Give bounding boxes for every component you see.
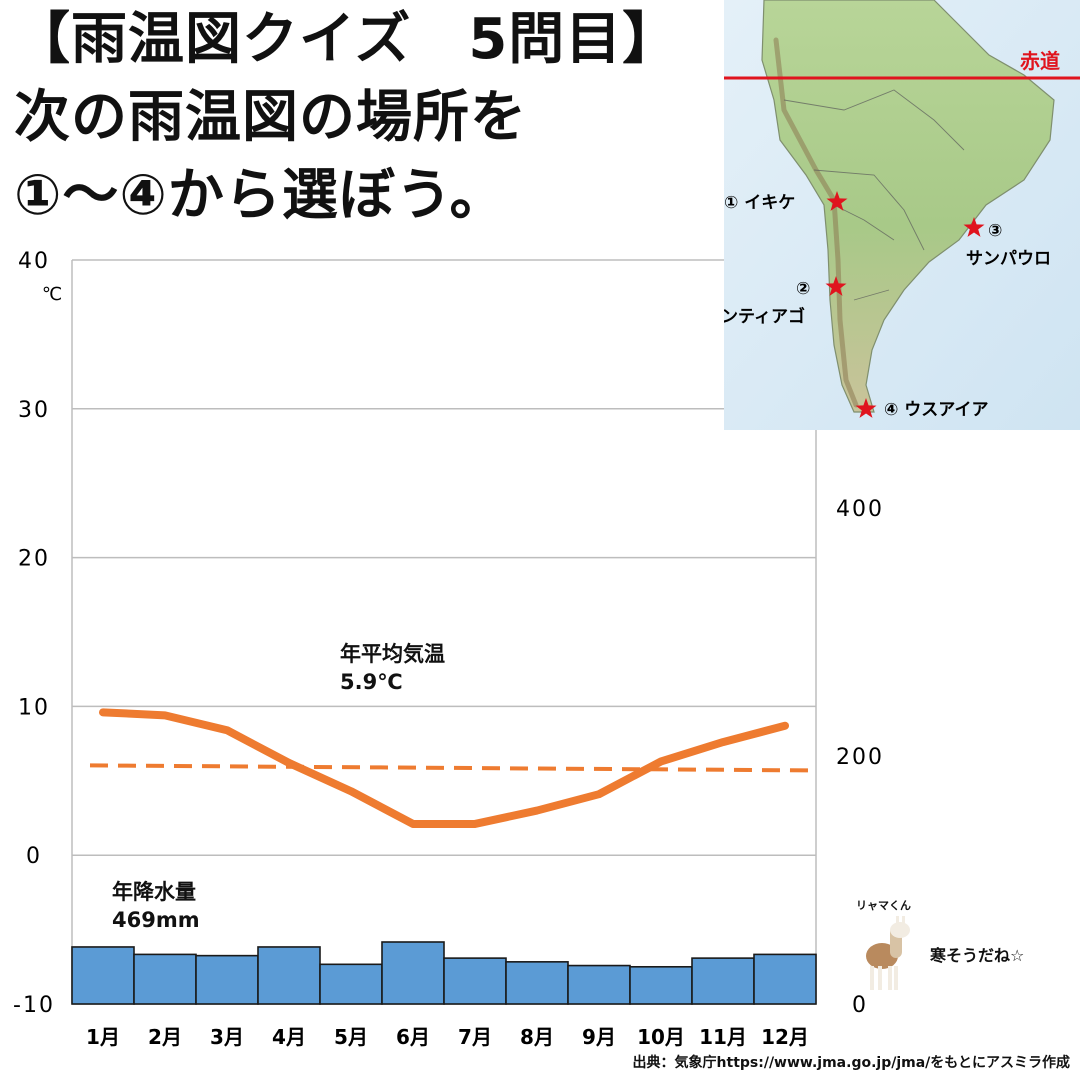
avg-temp-line (89, 763, 811, 773)
avg-temp-annotation: 年平均気温 5.9℃ (340, 640, 445, 697)
place-label-ushuaia: ④ ウスアイア (884, 400, 988, 420)
right-tick-label-400: 400 (836, 497, 884, 522)
annual-precip-value: 469mm (112, 908, 200, 933)
precip-bar-11 (691, 957, 755, 1005)
llama-mascot (866, 916, 910, 990)
left-tick-label-40: 40 (18, 249, 50, 274)
precip-bar-3 (195, 954, 259, 1005)
left-axis-unit: ℃ (42, 284, 62, 305)
month-label-1: 1月 (86, 1025, 120, 1049)
precip-bar-4 (257, 946, 321, 1005)
avg-temp-title: 年平均気温 (340, 642, 445, 666)
map-land (761, 0, 1055, 413)
month-label-6: 6月 (396, 1025, 430, 1049)
place-label-saopaulo: サンパウロ (966, 249, 1051, 269)
left-tick-label-20: 20 (18, 547, 50, 572)
left-tick-label--10: -10 (13, 993, 55, 1018)
star-santiago (825, 276, 847, 296)
title-line-1: 【雨温図クイズ 5問目】 (14, 7, 680, 72)
month-label-8: 8月 (520, 1025, 554, 1049)
map-borders (783, 89, 965, 301)
star-ushuaia (855, 398, 877, 418)
month-label-11: 11月 (699, 1025, 747, 1049)
south-america-map: 赤道 ① イキケ ② サンティアゴ ③ サンパウロ ④ ウスアイア (724, 0, 1080, 430)
right-tick-label-200: 200 (836, 745, 884, 770)
avg-temp-value: 5.9℃ (340, 670, 403, 695)
precip-bar-1 (71, 946, 135, 1005)
month-label-12: 12月 (761, 1025, 809, 1049)
place-label-santiago-num: ② (796, 279, 810, 299)
annual-precip-title: 年降水量 (112, 880, 196, 904)
month-label-3: 3月 (210, 1025, 244, 1049)
month-label-2: 2月 (148, 1025, 182, 1049)
title-line-3: ①～④から選ぼう。 (14, 163, 507, 228)
mascot-name: リャマくん (856, 899, 911, 912)
month-label-7: 7月 (458, 1025, 492, 1049)
mascot-speech: 寒そうだね☆ (930, 946, 1025, 965)
equator-label: 赤道 (1020, 49, 1060, 73)
left-tick-label-0: 0 (26, 844, 42, 869)
month-label-4: 4月 (272, 1025, 306, 1049)
precip-bar-5 (319, 963, 383, 1005)
month-label-9: 9月 (582, 1025, 616, 1049)
left-tick-label-10: 10 (18, 695, 50, 720)
map-andes (773, 37, 859, 408)
title-line-2: 次の雨温図の場所を (14, 85, 527, 150)
temp-line (99, 708, 789, 828)
precip-bar-12 (753, 953, 817, 1005)
precip-bar-10 (629, 965, 693, 1005)
right-tick-label-0: 0 (852, 993, 868, 1018)
month-label-10: 10月 (637, 1025, 685, 1049)
precip-bar-2 (133, 953, 197, 1005)
star-iquique (826, 191, 848, 211)
source-credit: 出典：気象庁https://www.jma.go.jp/jma/をもとにアスミラ… (632, 1055, 1070, 1071)
left-tick-label-30: 30 (18, 398, 50, 423)
precip-bar-6 (381, 941, 445, 1005)
month-label-5: 5月 (334, 1025, 368, 1049)
star-saopaulo (963, 217, 985, 237)
place-label-santiago: サンティアゴ (724, 306, 805, 327)
place-label-saopaulo-num: ③ (988, 221, 1002, 241)
precip-bar-8 (505, 961, 569, 1005)
precip-bar-9 (567, 964, 631, 1005)
precip-bar-7 (443, 957, 507, 1005)
place-label-iquique: ① イキケ (724, 193, 795, 213)
annual-precip-annotation: 年降水量 469mm (112, 878, 200, 935)
